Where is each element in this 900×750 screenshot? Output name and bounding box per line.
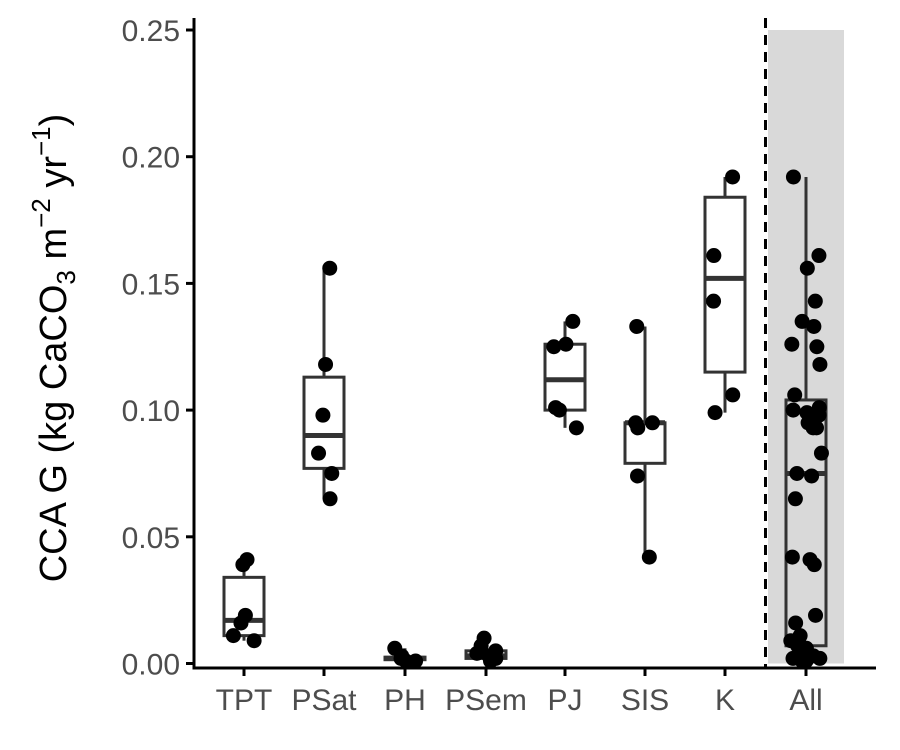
points-ph bbox=[387, 640, 424, 669]
data-point bbox=[789, 465, 805, 481]
data-point bbox=[807, 293, 823, 309]
data-point bbox=[398, 653, 414, 669]
data-point bbox=[225, 628, 241, 644]
data-point bbox=[644, 415, 660, 431]
data-point bbox=[324, 465, 340, 481]
data-point bbox=[787, 491, 803, 507]
data-point bbox=[808, 607, 824, 623]
x-ticks: TPT PSat PH PSem PJ SIS K All bbox=[216, 668, 823, 717]
y-tick-label: 0.00 bbox=[122, 649, 180, 682]
data-point bbox=[787, 387, 803, 403]
data-point bbox=[318, 356, 334, 372]
data-point bbox=[805, 420, 821, 436]
data-point bbox=[565, 313, 581, 329]
data-point bbox=[630, 468, 646, 484]
data-point bbox=[322, 491, 338, 507]
y-axis-title-sup2: −1 bbox=[26, 126, 56, 156]
points-sis bbox=[628, 318, 660, 565]
box-iqr bbox=[703, 195, 747, 374]
data-point bbox=[706, 248, 722, 264]
points-all bbox=[783, 169, 829, 669]
data-point bbox=[629, 318, 645, 334]
data-point bbox=[811, 248, 827, 264]
y-axis-title-mid2: yr bbox=[33, 156, 75, 199]
data-point bbox=[785, 402, 801, 418]
data-point bbox=[641, 549, 657, 565]
y-axis-title: CCA G (kg CaCO3 m−2 yr−1) bbox=[26, 114, 81, 583]
data-point bbox=[812, 356, 828, 372]
data-point bbox=[812, 650, 828, 666]
x-tick-label-all: All bbox=[789, 684, 822, 717]
y-tick-label: 0.20 bbox=[122, 142, 180, 175]
data-point bbox=[785, 169, 801, 185]
data-point bbox=[784, 336, 800, 352]
data-point bbox=[546, 339, 562, 355]
data-point bbox=[806, 318, 822, 334]
y-tick-label: 0.25 bbox=[122, 15, 180, 48]
y-axis-title-end: ) bbox=[33, 114, 75, 127]
data-point bbox=[788, 615, 804, 631]
x-tick-label-k: K bbox=[715, 684, 735, 717]
data-point bbox=[784, 549, 800, 565]
points-k bbox=[706, 169, 741, 421]
y-axis-title-main: CCA G (kg CaCO bbox=[33, 285, 75, 583]
data-point bbox=[315, 407, 331, 423]
points-psat bbox=[311, 260, 340, 507]
y-axis-title-mid: m bbox=[33, 228, 75, 270]
data-point bbox=[469, 645, 485, 661]
box-k bbox=[703, 176, 747, 413]
data-point bbox=[233, 615, 249, 631]
y-axis-title-sub: 3 bbox=[51, 270, 81, 284]
x-tick-label-sis: SIS bbox=[621, 684, 669, 717]
x-tick-label-psem: PSem bbox=[445, 684, 527, 717]
box-psat bbox=[302, 268, 346, 499]
y-tick-label: 0.10 bbox=[122, 395, 180, 428]
data-point bbox=[239, 552, 255, 568]
box-iqr bbox=[302, 375, 346, 470]
box-iqr bbox=[222, 575, 266, 638]
box-layer bbox=[222, 176, 828, 663]
data-point bbox=[725, 169, 741, 185]
data-point bbox=[804, 468, 820, 484]
box-iqr bbox=[543, 342, 587, 412]
points-tpt bbox=[225, 552, 262, 649]
points-psem bbox=[469, 630, 504, 669]
data-point bbox=[806, 557, 822, 573]
data-point bbox=[551, 402, 567, 418]
data-point bbox=[311, 445, 327, 461]
data-point bbox=[558, 336, 574, 352]
x-tick-label-ph: PH bbox=[384, 684, 426, 717]
data-point bbox=[706, 293, 722, 309]
data-point bbox=[725, 387, 741, 403]
data-point bbox=[813, 445, 829, 461]
data-point bbox=[707, 405, 723, 421]
point-layer bbox=[225, 169, 829, 669]
data-point bbox=[322, 260, 338, 276]
y-tick-label: 0.05 bbox=[122, 522, 180, 555]
box-sis bbox=[623, 326, 667, 558]
data-point bbox=[809, 339, 825, 355]
x-tick-label-pj: PJ bbox=[547, 684, 582, 717]
data-point bbox=[246, 633, 262, 649]
data-point bbox=[568, 420, 584, 436]
points-pj bbox=[546, 313, 584, 436]
data-point bbox=[794, 313, 810, 329]
x-tick-label-tpt: TPT bbox=[216, 684, 273, 717]
data-point bbox=[798, 653, 814, 669]
data-point bbox=[630, 420, 646, 436]
x-tick-label-psat: PSat bbox=[291, 684, 357, 717]
y-axis-title-sup1: −2 bbox=[26, 198, 56, 228]
y-ticks: 0.00 0.05 0.10 0.15 0.20 0.25 bbox=[122, 15, 194, 682]
data-point bbox=[486, 648, 502, 664]
data-point bbox=[799, 260, 815, 276]
y-tick-label: 0.15 bbox=[122, 268, 180, 301]
